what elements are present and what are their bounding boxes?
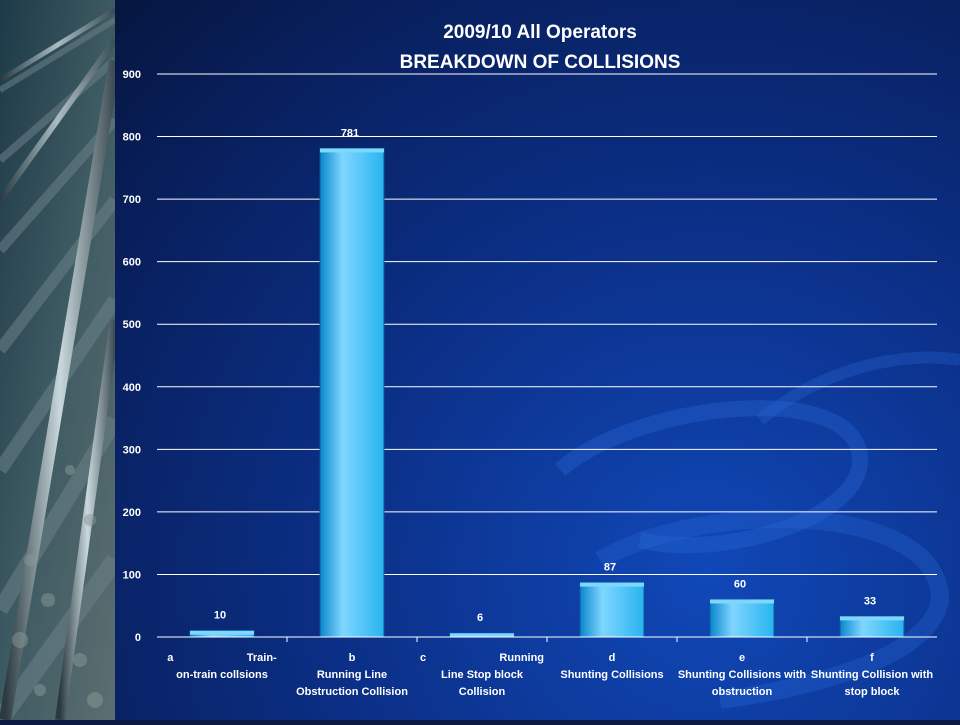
category-label-4-line-2: obstruction	[712, 686, 773, 698]
y-tick-label: 500	[123, 319, 141, 331]
y-axis-tick-labels: 0 100 200 300 400 500 600 700 800 900	[123, 69, 141, 644]
railway-track-image	[0, 0, 123, 725]
category-label-1-line-1: Running Line	[317, 669, 387, 681]
bar-cap	[710, 599, 774, 604]
category-label-5-line-2: stop block	[844, 686, 900, 698]
railway-track-photo	[0, 0, 123, 725]
data-label-4: 60	[734, 578, 746, 590]
data-label-3: 87	[604, 562, 616, 574]
bar-1	[319, 147, 385, 638]
bar-cap	[450, 633, 514, 637]
y-tick-label: 900	[123, 69, 141, 81]
chart-title: 2009/10 All Operators	[443, 22, 637, 43]
bar-cap	[320, 148, 384, 153]
category-label-3-line-0: d	[609, 652, 616, 664]
grid-lines	[157, 73, 937, 638]
category-label-0-line-1: on-train collsions	[176, 669, 268, 681]
bar-body	[709, 598, 775, 638]
category-label-1-line-2: Obstruction Collision	[296, 686, 408, 698]
category-label-4-line-0: e	[739, 652, 745, 664]
bar-cap	[190, 630, 254, 635]
category-label-2-line-0: c Running	[420, 652, 544, 664]
category-label-0-line-0: a Train-	[167, 652, 277, 664]
bar-body	[319, 147, 385, 638]
y-tick-label: 200	[123, 507, 141, 519]
y-tick-label: 700	[123, 194, 141, 206]
bar-3	[579, 582, 645, 638]
category-label-2-line-1: Line Stop block	[441, 669, 524, 681]
bar-0	[189, 630, 255, 638]
data-label-2: 6	[477, 612, 483, 624]
slide-background	[115, 0, 960, 720]
y-tick-label: 300	[123, 444, 141, 456]
y-tick-label: 400	[123, 382, 141, 394]
y-tick-label: 0	[135, 632, 141, 644]
y-tick-label: 100	[123, 569, 141, 581]
y-tick-label: 600	[123, 257, 141, 269]
category-label-3-line-1: Shunting Collisions	[560, 669, 663, 681]
category-label-4-line-1: Shunting Collisions with	[678, 669, 807, 681]
y-tick-label: 800	[123, 132, 141, 144]
data-label-0: 10	[214, 610, 226, 622]
category-label-2-line-2: Collision	[459, 686, 506, 698]
bar-2	[449, 632, 515, 638]
data-label-1: 781	[341, 127, 359, 139]
bars	[189, 147, 905, 638]
data-labels: 10 781 6 87 60 33	[214, 127, 876, 624]
chart-subtitle: BREAKDOWN OF COLLISIONS	[400, 52, 681, 73]
category-label-5-line-1: Shunting Collision with	[811, 669, 933, 681]
bar-4	[709, 598, 775, 638]
category-label-1-line-0: b	[349, 652, 356, 664]
bar-cap	[840, 616, 904, 621]
bar-cap	[580, 582, 644, 587]
bar-body	[579, 582, 645, 638]
category-labels: a Train-on-train collsions b Running Line O…	[167, 637, 933, 698]
data-label-5: 33	[864, 595, 876, 607]
category-label-5-line-0: f	[870, 652, 874, 664]
bar-5	[839, 615, 905, 638]
